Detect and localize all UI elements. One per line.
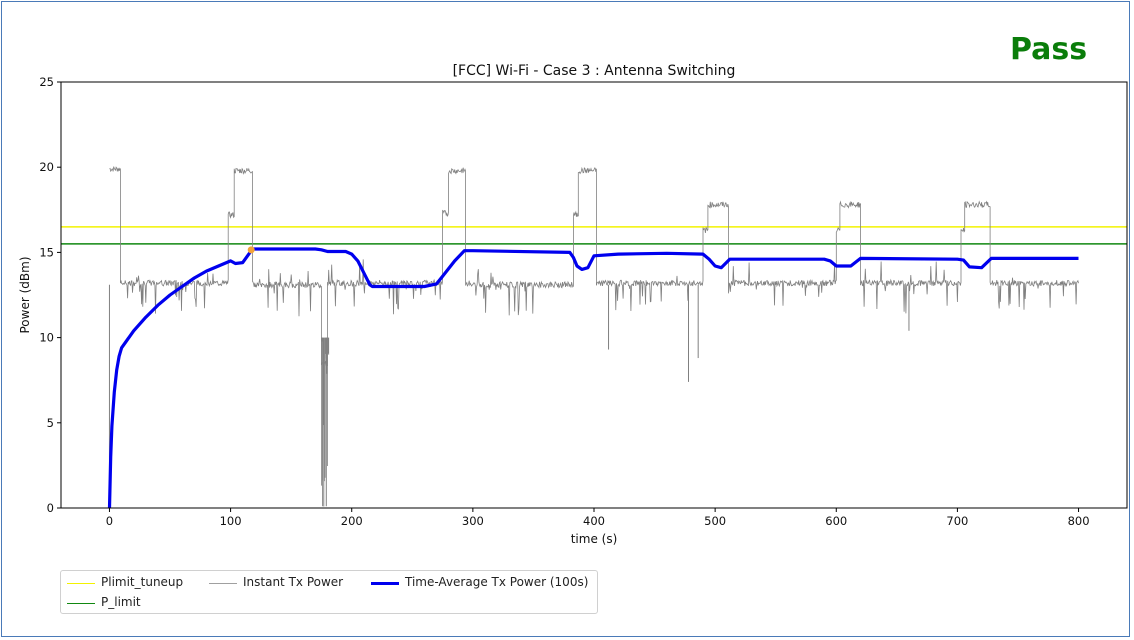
time-average-series: [107, 247, 1079, 508]
x-tick-label: 500: [704, 514, 726, 528]
legend-swatch-instant-tx: [209, 583, 237, 584]
x-tick-label: 800: [1068, 514, 1090, 528]
y-tick-label: 0: [47, 501, 54, 515]
legend-label-time-average: Time-Average Tx Power (100s): [405, 575, 589, 589]
max-average-marker: [247, 246, 255, 254]
time-average-line: [107, 247, 1079, 508]
legend-swatch-p-limit: [67, 603, 95, 604]
limit-lines: [61, 226, 1127, 245]
legend-swatch-plimit-tuneup: [67, 583, 95, 584]
x-tick-label: 300: [462, 514, 484, 528]
y-tick-label: 10: [39, 331, 54, 345]
legend-label-plimit-tuneup: Plimit_tuneup: [101, 575, 184, 589]
highlight-marker-layer: [247, 246, 255, 254]
x-tick-label: 0: [106, 514, 113, 528]
x-axis-label: time (s): [571, 532, 618, 546]
plot-frame: [60, 81, 1128, 509]
verdict-badge: Pass: [1010, 32, 1088, 67]
y-tick-label: 25: [39, 75, 54, 89]
y-tick-label: 5: [47, 416, 54, 430]
legend-swatch-time-average: [371, 582, 399, 585]
instant-tx-power-series: [108, 166, 1079, 507]
x-tick-label: 400: [583, 514, 605, 528]
axes: 0 100 200 300 400 500 600 700 800 0 5 10 15 20 25: [39, 75, 1128, 528]
legend-label-instant-tx: Instant Tx Power: [243, 575, 344, 589]
x-tick-label: 100: [220, 514, 242, 528]
instant-tx-power-line: [109, 166, 1079, 367]
y-tick-label: 15: [39, 245, 54, 259]
y-axis-label: Power (dBm): [18, 257, 32, 334]
x-tick-label: 600: [825, 514, 847, 528]
chart-legend: Plimit_tuneup P_limit Instant Tx Power T…: [60, 570, 598, 614]
legend-label-p-limit: P_limit: [101, 595, 141, 609]
x-tick-label: 200: [341, 514, 363, 528]
y-tick-label: 20: [39, 160, 54, 174]
chart-title: [FCC] Wi-Fi - Case 3 : Antenna Switching: [453, 63, 736, 79]
x-tick-label: 700: [946, 514, 968, 528]
